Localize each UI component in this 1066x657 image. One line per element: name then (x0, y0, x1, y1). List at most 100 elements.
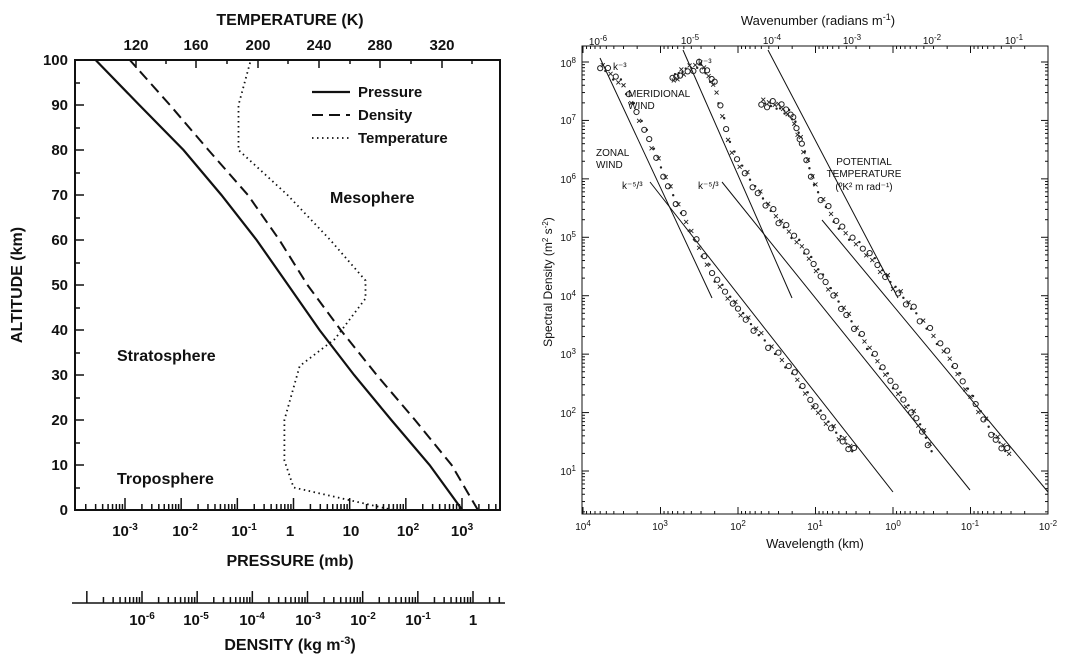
data-point (683, 219, 689, 225)
legend-temperature: Temperature (358, 130, 448, 147)
data-point (783, 221, 790, 229)
wavenumber-ticks-labels-final: 10-5 10-4 10-3 10-2 10-1 (681, 33, 1024, 47)
data-point (807, 396, 814, 403)
series-labels: ZONAL WIND MERIDIONAL WIND POTENTIAL TEM… (596, 58, 902, 193)
wl-tick-1e0: 100 (885, 519, 901, 533)
sd-tick-1e1: 101 (560, 464, 576, 478)
reference-lines (599, 49, 1049, 493)
data-point (968, 394, 973, 400)
data-point (927, 441, 933, 447)
label-k3-b: k⁻³ (698, 58, 712, 69)
ref-line-k53-meridional (721, 181, 971, 491)
data-point (671, 194, 675, 197)
data-point (636, 118, 642, 124)
density-tick-1: 1 (469, 612, 477, 629)
data-point (1006, 451, 1012, 457)
data-point (906, 299, 911, 305)
alt-tick-10: 10 (51, 457, 68, 474)
data-point (714, 276, 721, 283)
data-point (877, 269, 883, 275)
legend-density: Density (358, 107, 413, 124)
temperature-tick-labels: 120 160 200 240 280 320 (123, 37, 454, 54)
density-axis (72, 591, 505, 604)
sd-tick-1e2: 102 (560, 406, 576, 420)
data-point (843, 230, 849, 236)
data-point (795, 377, 800, 383)
wn-tick-1e-4: 10-4 (763, 33, 782, 47)
data-point (918, 423, 922, 426)
data-point (966, 387, 970, 390)
data-point (769, 104, 773, 108)
pressure-curve (94, 59, 464, 511)
data-point (833, 291, 839, 297)
data-point (819, 409, 822, 412)
data-point (875, 358, 880, 364)
data-point (778, 218, 784, 224)
data-point (805, 157, 811, 163)
data-point (921, 428, 927, 433)
data-point (849, 234, 856, 241)
data-point (758, 101, 765, 108)
data-point (723, 125, 730, 133)
data-point (729, 150, 735, 156)
data-point (753, 184, 757, 188)
annotation-stratosphere: Stratosphere (117, 348, 216, 365)
data-point (998, 445, 1005, 452)
data-point (822, 278, 829, 286)
data-point (902, 296, 905, 300)
alt-tick-50: 50 (51, 277, 68, 294)
altitude-ticks (75, 82, 84, 511)
data-point (632, 101, 636, 105)
data-point (958, 372, 962, 375)
data-point (729, 295, 732, 298)
data-point (704, 262, 710, 268)
temp-tick-240: 240 (306, 37, 331, 54)
data-point (742, 316, 749, 323)
data-point (915, 312, 918, 315)
zonal-wind-points (597, 62, 858, 453)
wl-tick-1e2: 102 (730, 519, 746, 533)
data-point (902, 301, 910, 308)
spectral-density-tick-labels: 108 107 106 105 104 103 102 101 (560, 56, 576, 478)
wavenumber-tick-labels: 10-6 (589, 34, 608, 48)
data-point (808, 167, 811, 170)
data-point (1004, 444, 1011, 452)
data-point (676, 201, 681, 207)
data-point (798, 238, 801, 242)
spectral-density-axis-title: Spectral Density (m2 s-2) (541, 217, 555, 347)
alt-tick-30: 30 (51, 367, 68, 384)
data-point (924, 442, 931, 449)
data-point (754, 190, 761, 197)
data-point (903, 404, 909, 410)
data-point (775, 107, 778, 110)
data-point (604, 64, 612, 72)
data-point (810, 174, 815, 179)
data-point (600, 62, 606, 68)
data-point (741, 170, 748, 177)
sd-tick-1e6: 106 (560, 172, 576, 186)
data-point (708, 269, 716, 277)
data-point (769, 98, 776, 105)
data-point (871, 350, 878, 357)
data-point (815, 410, 821, 416)
data-point (930, 450, 933, 453)
data-point (959, 378, 966, 385)
data-point (690, 67, 697, 75)
label-potential-3: (ºK² m rad⁻¹) (835, 182, 892, 193)
data-point (908, 409, 915, 416)
data-point (696, 66, 699, 70)
data-point (955, 371, 960, 377)
data-point (979, 410, 983, 413)
temp-tick-280: 280 (367, 37, 392, 54)
data-point (947, 356, 953, 361)
data-point (859, 245, 866, 252)
label-meridional-1: MERIDIONAL (628, 89, 691, 100)
data-point (759, 330, 764, 336)
data-point (733, 299, 738, 305)
data-point (892, 383, 899, 390)
data-point (853, 241, 859, 247)
ref-line-k53-potential (821, 219, 1049, 493)
data-point (696, 58, 703, 65)
data-point (775, 349, 782, 356)
data-point (785, 362, 792, 370)
